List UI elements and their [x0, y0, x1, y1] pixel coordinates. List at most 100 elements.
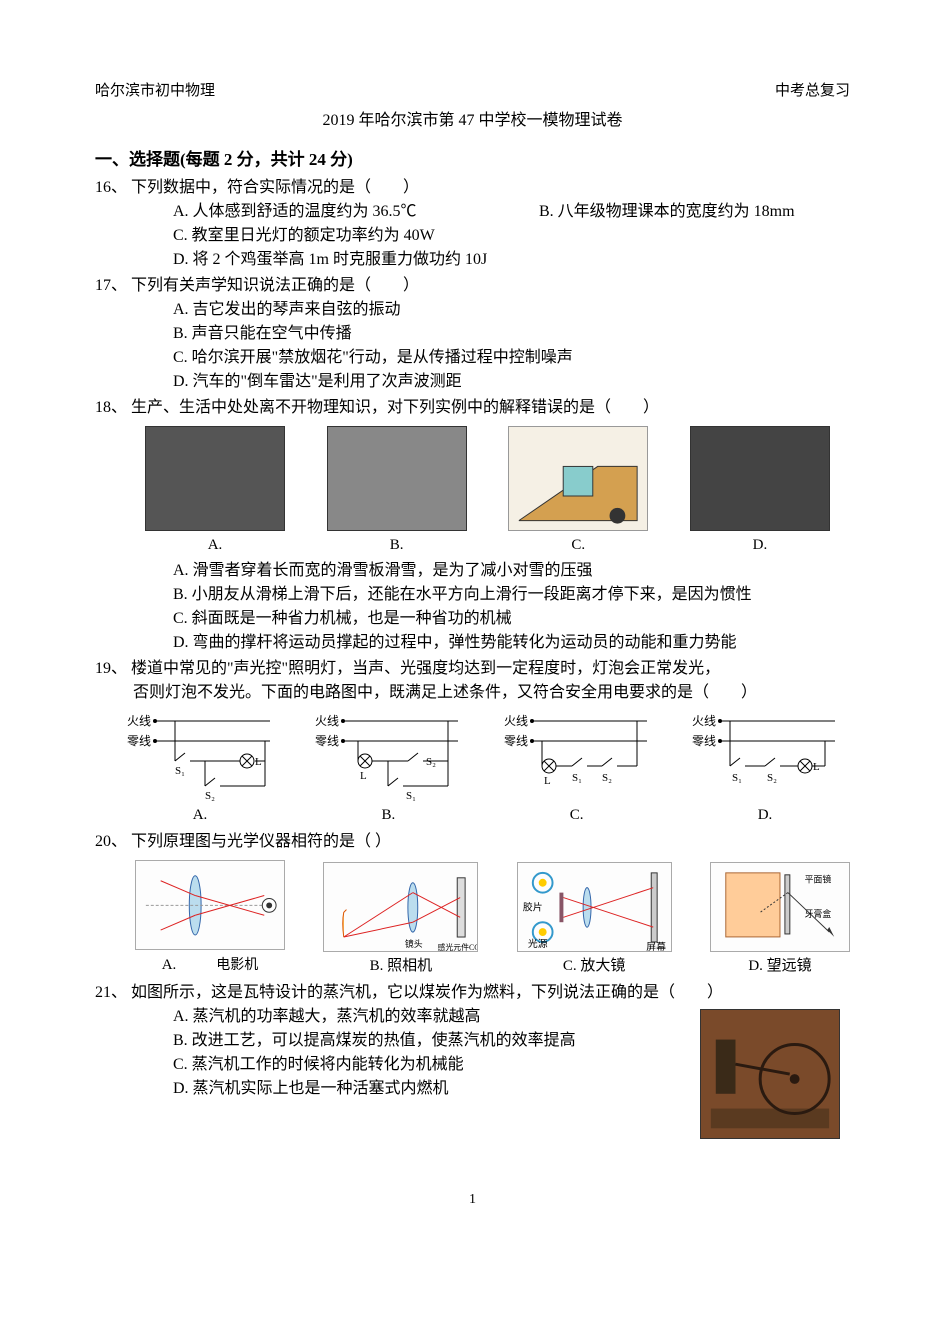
- svg-text:屏幕: 屏幕: [646, 939, 666, 951]
- svg-text:零线: 零线: [692, 734, 716, 748]
- svg-text:S₂: S₂: [767, 772, 777, 784]
- q20-cap-a: 电影机: [216, 958, 258, 973]
- q18-num: 18、: [95, 399, 127, 416]
- q18-opt-a: A. 滑雪者穿着长而宽的滑雪板滑雪，是为了减小对雪的压强: [173, 559, 850, 583]
- svg-text:镜头: 镜头: [405, 937, 423, 948]
- svg-text:胶片: 胶片: [523, 900, 543, 913]
- q21-stem: 如图所示，这是瓦特设计的蒸汽机，它以煤炭作为燃料，下列说法正确的是（ ）: [131, 984, 723, 1001]
- q20-fig-c: 胶片光源 屏幕 C. 放大镜: [517, 862, 672, 978]
- question-20: 20、 下列原理图与光学仪器相符的是（ ） A. 电影机 镜头 感光元件CCD B.…: [95, 830, 850, 979]
- q17-opt-a: A. 吉它发出的琴声来自弦的振动: [173, 298, 850, 322]
- q19-lbl-d: D.: [758, 804, 773, 827]
- q19-circuit-d: 火线 零线 S₁ S₂ L: [690, 711, 840, 801]
- q20-lbl-b: B. 照相机: [370, 955, 433, 978]
- svg-text:S₂: S₂: [602, 772, 612, 784]
- question-19: 19、 楼道中常见的"声光控"照明灯，当声、光强度均达到一定程度时，灯泡会正常发…: [95, 657, 850, 829]
- q20-num: 20、: [95, 833, 127, 850]
- q19-lbl-b: B.: [381, 804, 395, 827]
- q19-circuit-c: 火线 零线 L S₁ S₂: [502, 711, 652, 801]
- q20-fig-a: A. 电影机: [135, 860, 285, 977]
- q19-num: 19、: [95, 660, 127, 677]
- q17-num: 17、: [95, 277, 127, 294]
- svg-text:L: L: [544, 775, 551, 787]
- q18-opt-b: B. 小朋友从滑梯上滑下后，还能在水平方向上滑行一段距离才停下来，是因为惯性: [173, 583, 850, 607]
- q17-stem: 下列有关声学知识说法正确的是（ ）: [131, 277, 419, 294]
- q19-stem1: 楼道中常见的"声光控"照明灯，当声、光强度均达到一定程度时，灯泡会正常发光，: [131, 660, 720, 677]
- header-right: 中考总复习: [775, 80, 850, 103]
- q20-fig-d: 平面镜牙膏盒 D. 望远镜: [710, 862, 850, 978]
- q18-fig-d: D.: [690, 426, 830, 557]
- svg-text:火线: 火线: [692, 714, 716, 728]
- q20-lbl-a: A.: [162, 957, 177, 973]
- q17-opt-c: C. 哈尔滨开展"禁放烟花"行动，是从传播过程中控制噪声: [173, 346, 850, 370]
- q18-lbl-b: B.: [390, 534, 404, 557]
- q18-stem: 生产、生活中处处离不开物理知识，对下列实例中的解释错误的是（ ）: [131, 399, 659, 416]
- svg-text:火线: 火线: [127, 714, 151, 728]
- svg-text:S₂: S₂: [426, 756, 436, 768]
- q18-img-d: [690, 426, 830, 531]
- svg-text:牙膏盒: 牙膏盒: [805, 908, 832, 919]
- svg-text:L: L: [813, 761, 820, 773]
- q16-stem: 下列数据中，符合实际情况的是（ ）: [131, 179, 419, 196]
- svg-text:零线: 零线: [315, 734, 339, 748]
- q21-engine-fig: [700, 1009, 840, 1139]
- page-number: 1: [95, 1189, 850, 1210]
- q18-fig-a: A.: [145, 426, 285, 557]
- svg-text:S₁: S₁: [175, 765, 185, 777]
- q20-img-d: 平面镜牙膏盒: [710, 862, 850, 952]
- q17-opt-b: B. 声音只能在空气中传播: [173, 322, 850, 346]
- q19-stem2: 否则灯泡不发光。下面的电路图中，既满足上述条件，又符合安全用电要求的是（ ）: [133, 684, 757, 701]
- page-title: 2019 年哈尔滨市第 47 中学校一模物理试卷: [95, 109, 850, 133]
- svg-text:火线: 火线: [315, 714, 339, 728]
- q19-circuit-a: 火线 零线 S₁ L S₂: [125, 711, 275, 801]
- q19-fig-c: 火线 零线 L S₁ S₂ C.: [502, 711, 652, 827]
- q18-img-c: [508, 426, 648, 531]
- q18-img-a: [145, 426, 285, 531]
- q20-img-c: 胶片光源 屏幕: [517, 862, 672, 952]
- q19-lbl-c: C.: [570, 804, 584, 827]
- q20-fig-b: 镜头 感光元件CCD B. 照相机: [323, 862, 478, 978]
- q19-fig-a: 火线 零线 S₁ L S₂ A.: [125, 711, 275, 827]
- header-left: 哈尔滨市初中物理: [95, 80, 215, 103]
- question-21: 21、 如图所示，这是瓦特设计的蒸汽机，它以煤炭作为燃料，下列说法正确的是（ ）…: [95, 981, 850, 1139]
- q19-lbl-a: A.: [193, 804, 208, 827]
- q18-lbl-a: A.: [208, 534, 223, 557]
- svg-text:感光元件CCD: 感光元件CCD: [438, 941, 477, 951]
- q20-lbl-c: C. 放大镜: [563, 955, 626, 978]
- q19-fig-d: 火线 零线 S₁ S₂ L D.: [690, 711, 840, 827]
- q16-opt-d: D. 将 2 个鸡蛋举高 1m 时克服重力做功约 10J: [173, 248, 487, 272]
- svg-text:S₂: S₂: [205, 790, 215, 801]
- section-heading: 一、选择题(每题 2 分，共计 24 分): [95, 147, 850, 173]
- q18-lbl-d: D.: [753, 534, 768, 557]
- q21-num: 21、: [95, 984, 127, 1001]
- question-18: 18、 生产、生活中处处离不开物理知识，对下列实例中的解释错误的是（ ） A. …: [95, 396, 850, 655]
- q20-lbl-d: D. 望远镜: [748, 955, 811, 978]
- q16-opt-a: A. 人体感到舒适的温度约为 36.5℃: [173, 200, 503, 224]
- svg-text:S₁: S₁: [406, 790, 416, 801]
- q17-opt-d: D. 汽车的"倒车雷达"是利用了次声波测距: [173, 370, 850, 394]
- svg-text:零线: 零线: [127, 734, 151, 748]
- svg-text:L: L: [360, 770, 367, 782]
- svg-text:光源: 光源: [528, 936, 548, 949]
- q18-lbl-c: C.: [571, 534, 585, 557]
- question-17: 17、 下列有关声学知识说法正确的是（ ） A. 吉它发出的琴声来自弦的振动 B…: [95, 274, 850, 394]
- q20-img-a: [135, 860, 285, 950]
- q16-opt-b: B. 八年级物理课本的宽度约为 18mm: [539, 200, 795, 224]
- q19-fig-b: 火线 零线 L S₂ S₁ B.: [313, 711, 463, 827]
- svg-text:平面镜: 平面镜: [805, 873, 832, 884]
- q18-fig-c: C.: [508, 426, 648, 557]
- svg-text:零线: 零线: [504, 734, 528, 748]
- svg-text:S₁: S₁: [732, 772, 742, 784]
- svg-text:火线: 火线: [504, 714, 528, 728]
- question-16: 16、 下列数据中，符合实际情况的是（ ） A. 人体感到舒适的温度约为 36.…: [95, 176, 850, 272]
- q20-stem: 下列原理图与光学仪器相符的是（ ）: [131, 833, 391, 850]
- q16-num: 16、: [95, 179, 127, 196]
- q18-opt-c: C. 斜面既是一种省力机械，也是一种省功的机械: [173, 607, 850, 631]
- svg-text:S₁: S₁: [572, 772, 582, 784]
- q18-opt-d: D. 弯曲的撑杆将运动员撑起的过程中，弹性势能转化为运动员的动能和重力势能: [173, 631, 850, 655]
- q20-img-b: 镜头 感光元件CCD: [323, 862, 478, 952]
- q19-circuit-b: 火线 零线 L S₂ S₁: [313, 711, 463, 801]
- svg-text:L: L: [255, 756, 262, 768]
- q18-fig-b: B.: [327, 426, 467, 557]
- q18-img-b: [327, 426, 467, 531]
